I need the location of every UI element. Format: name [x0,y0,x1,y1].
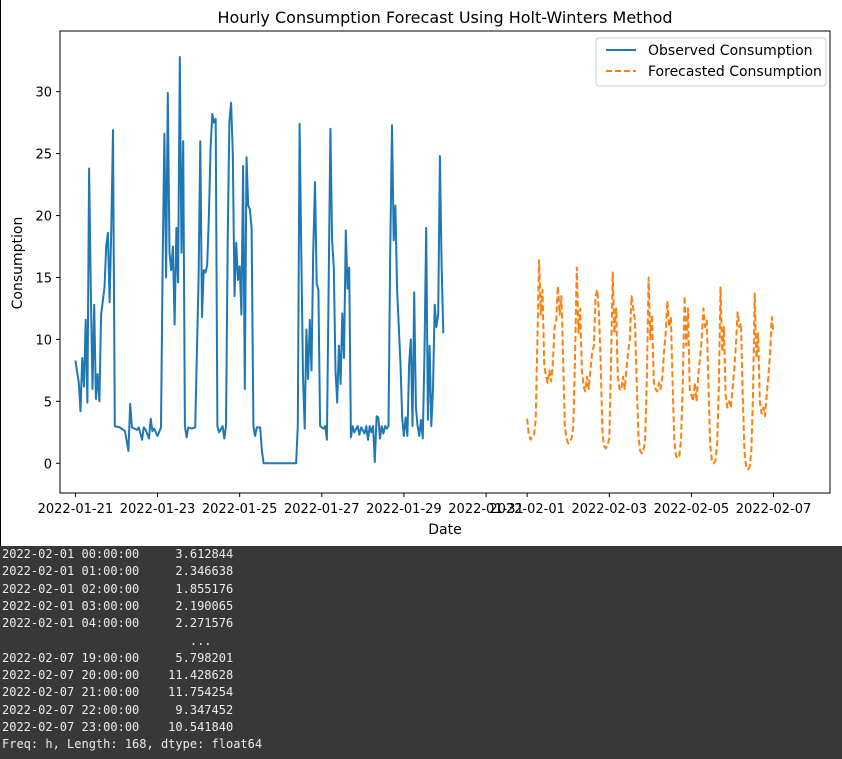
console-line: 2022-02-01 03:00:00 2.190065 [2,598,234,613]
console-line: 2022-02-01 01:00:00 2.346638 [2,564,234,579]
x-axis-label: Date [428,522,461,538]
y-tick-label: 10 [35,333,52,348]
legend-label-forecast: Forecasted Consumption [648,64,822,80]
legend-label-observed: Observed Consumption [648,43,813,59]
x-tick-label: 2022-02-07 [736,502,812,517]
y-tick-label: 15 [35,271,52,286]
x-axis-ticks: 2022-01-21 2022-01-23 2022-01-25 2022-01-27… [38,493,812,517]
series-line-observed [74,56,445,465]
y-axis-ticks: 0 5 10 15 20 25 30 [35,86,60,472]
x-tick-label: 2022-02-05 [654,502,730,517]
left-edge-line [0,0,1,546]
legend: Observed Consumption Forecasted Consumpt… [595,37,827,87]
x-tick-label: 2022-01-27 [284,502,360,517]
console-line: 2022-02-07 23:00:00 10.541840 [2,720,234,734]
x-tick-label: 2022-01-25 [202,502,278,517]
x-tick-label: 2022-02-03 [571,502,647,517]
y-tick-label: 30 [35,86,52,101]
chart-figure: Hourly Consumption Forecast Using Holt-W… [0,0,831,546]
console-line: 2022-02-01 00:00:00 3.612844 [2,547,234,561]
y-tick-label: 5 [44,395,52,410]
x-tick-label: 2022-01-23 [120,502,196,517]
x-tick-label: 2022-02-01 [489,502,565,517]
x-tick-label: 2022-01-21 [38,502,114,517]
console-line: ... [2,633,234,648]
chart-title: Hourly Consumption Forecast Using Holt-W… [217,8,672,27]
x-tick-label: 2022-01-31 [448,502,524,517]
legend-box [595,37,827,87]
console-output: 2022-02-01 00:00:00 3.612844 2022-02-01 0… [0,546,842,759]
plot-area-lines [74,56,775,471]
y-tick-label: 20 [35,210,52,225]
console-line: Freq: h, Length: 168, dtype: float64 [2,737,263,752]
console-line: 2022-02-07 21:00:00 11.754254 [2,685,234,700]
y-tick-label: 0 [44,457,52,472]
y-axis-label: Consumption [10,217,26,310]
plot-area-frame [59,30,831,494]
console-line: 2022-02-07 22:00:00 9.347452 [2,702,234,717]
console-line: 2022-02-01 04:00:00 2.271576 [2,616,234,631]
console-line: 2022-02-01 02:00:00 1.855176 [2,581,234,596]
y-tick-label: 25 [35,148,52,163]
console-line: 2022-02-07 20:00:00 11.428628 [2,668,234,683]
line-chart: Hourly Consumption Forecast Using Holt-W… [0,0,831,546]
series-line-forecast [526,259,775,471]
console-line: 2022-02-07 19:00:00 5.798201 [2,650,234,665]
x-tick-label: 2022-01-29 [366,502,442,517]
